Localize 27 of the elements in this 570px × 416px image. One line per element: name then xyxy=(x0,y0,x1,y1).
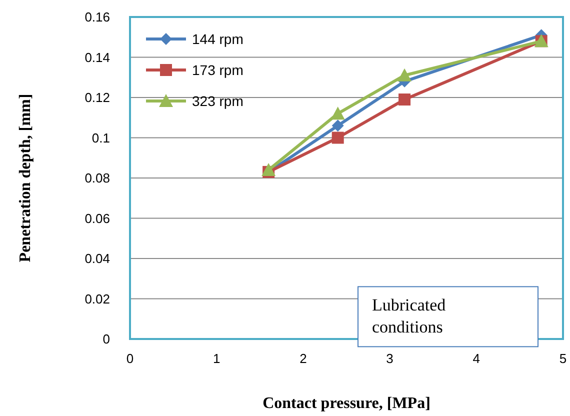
y-tick-label: 0 xyxy=(102,332,110,347)
point xyxy=(398,94,411,106)
y-tick-label: 0.1 xyxy=(92,130,110,146)
y-tick-label: 0.16 xyxy=(84,10,110,25)
y-tick-label: 0.14 xyxy=(84,50,110,65)
x-tick-label: 5 xyxy=(559,351,567,366)
legend-label: 173 rpm xyxy=(192,62,244,78)
x-tick-label: 2 xyxy=(300,351,307,366)
x-tick-label: 3 xyxy=(386,351,394,366)
y-tick-label: 0.04 xyxy=(84,251,110,266)
point xyxy=(262,162,276,176)
point xyxy=(332,132,344,144)
y-axis-title: Penetration depth, [mm] xyxy=(17,94,34,262)
legend-label: 323 rpm xyxy=(192,92,244,109)
annotation: Lubricated conditions xyxy=(372,296,446,337)
y-tick-label: 0.06 xyxy=(84,210,110,226)
legend-label: 144 rpm xyxy=(192,30,244,47)
x-tick-label: 0 xyxy=(126,351,134,366)
x-axis-title: Contact pressure, [MPa] xyxy=(262,395,430,412)
point xyxy=(330,106,345,120)
point xyxy=(398,68,412,82)
y-tick-label: 0.12 xyxy=(84,90,110,106)
x-tick-label: 4 xyxy=(472,351,480,366)
point xyxy=(332,120,344,132)
x-tick-label: 1 xyxy=(212,351,220,366)
y-tick-label: 0.02 xyxy=(84,291,110,306)
y-tick-label: 0.08 xyxy=(84,170,110,186)
